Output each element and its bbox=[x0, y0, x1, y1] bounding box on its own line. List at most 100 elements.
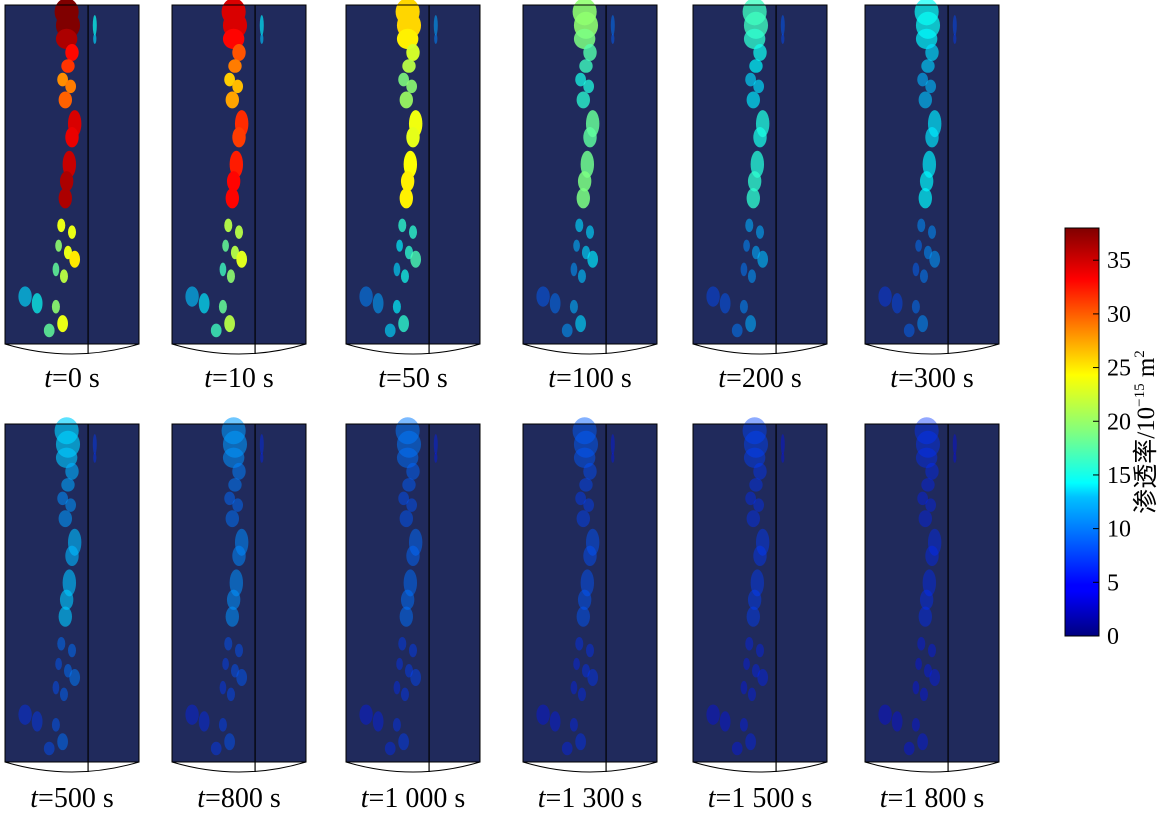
permeability-blob bbox=[750, 569, 765, 597]
time-label: t=10 s bbox=[204, 363, 273, 394]
permeability-blob bbox=[236, 669, 248, 686]
colorbar-tick-label: 25 bbox=[1107, 356, 1131, 382]
permeability-blob bbox=[569, 718, 578, 732]
time-value: =50 s bbox=[386, 363, 448, 394]
permeability-blob bbox=[579, 478, 593, 492]
permeability-blob bbox=[393, 262, 401, 277]
permeability-blob bbox=[65, 127, 79, 148]
permeability-blob bbox=[587, 250, 599, 268]
panel-7: t=500 s bbox=[4, 417, 140, 814]
permeability-blob bbox=[580, 150, 595, 178]
permeability-blob bbox=[569, 299, 578, 314]
panel-border bbox=[4, 4, 140, 345]
permeability-blob bbox=[236, 250, 248, 268]
panel-background bbox=[523, 424, 657, 762]
time-variable: t bbox=[548, 363, 557, 394]
permeability-blob bbox=[743, 657, 750, 671]
permeability-blob bbox=[925, 43, 939, 61]
colorbar-tick-label: 0 bbox=[1107, 624, 1119, 650]
panel-3: t=50 s bbox=[345, 0, 481, 394]
permeability-blob bbox=[434, 452, 438, 463]
cylinder-bottom-cap bbox=[171, 761, 307, 773]
permeability-blob bbox=[575, 218, 584, 233]
permeability-blob bbox=[399, 188, 413, 209]
permeability-blob bbox=[927, 643, 937, 658]
permeability-blob bbox=[570, 262, 578, 277]
permeability-blob bbox=[224, 733, 235, 751]
time-label: t=50 s bbox=[378, 363, 447, 394]
permeability-blob bbox=[917, 491, 928, 506]
permeability-blob bbox=[93, 33, 97, 44]
permeability-blob bbox=[392, 718, 401, 732]
permeability-blob bbox=[746, 510, 760, 528]
permeability-blob bbox=[406, 43, 420, 61]
permeability-blob bbox=[753, 462, 767, 480]
time-label: t=800 s bbox=[197, 783, 280, 814]
permeability-blob bbox=[585, 528, 600, 556]
permeability-blob bbox=[912, 262, 920, 277]
permeability-blob bbox=[69, 250, 81, 268]
permeability-blob bbox=[62, 569, 77, 597]
permeability-blob bbox=[536, 704, 550, 725]
time-value: =10 s bbox=[212, 363, 274, 394]
permeability-blob bbox=[891, 711, 903, 732]
permeability-blob bbox=[919, 269, 928, 283]
panel-border bbox=[345, 423, 481, 763]
permeability-blob bbox=[403, 569, 418, 597]
permeability-blob bbox=[740, 680, 748, 695]
permeability-blob bbox=[570, 680, 578, 695]
permeability-blob bbox=[576, 91, 590, 109]
permeability-blob bbox=[59, 589, 74, 610]
permeability-blob bbox=[746, 188, 760, 209]
permeability-blob bbox=[57, 733, 68, 751]
permeability-blob bbox=[576, 510, 590, 528]
permeability-blob bbox=[561, 741, 573, 756]
permeability-blob bbox=[400, 589, 415, 610]
permeability-blob bbox=[259, 434, 264, 455]
colorbar-title-unit-exponent: 2 bbox=[1132, 350, 1148, 358]
permeability-blob bbox=[918, 510, 932, 528]
cylinder-bottom-cap bbox=[692, 761, 828, 773]
permeability-blob bbox=[746, 91, 760, 109]
permeability-blob bbox=[210, 323, 222, 338]
permeability-blob bbox=[18, 704, 32, 725]
panels-group: t=0 s t=10 s t=50 s t=100 s t=200 s t=300 st=… bbox=[4, 0, 1000, 814]
permeability-blob bbox=[743, 430, 769, 458]
panel-6: t=300 s bbox=[864, 0, 1000, 394]
permeability-blob bbox=[398, 733, 409, 751]
permeability-blob bbox=[260, 33, 264, 44]
time-label: t=300 s bbox=[890, 363, 973, 394]
permeability-blob bbox=[198, 293, 210, 314]
permeability-blob bbox=[222, 447, 245, 468]
panel-5: t=200 s bbox=[692, 0, 828, 394]
permeability-blob bbox=[922, 150, 937, 178]
permeability-blob bbox=[18, 286, 32, 307]
permeability-blob bbox=[580, 569, 595, 597]
permeability-blob bbox=[583, 79, 595, 94]
permeability-blob bbox=[921, 478, 935, 492]
permeability-blob bbox=[55, 239, 62, 252]
permeability-blob bbox=[92, 434, 97, 455]
permeability-blob bbox=[917, 315, 928, 333]
permeability-blob bbox=[433, 15, 438, 36]
permeability-blob bbox=[400, 687, 409, 702]
time-value: =500 s bbox=[38, 783, 114, 814]
permeability-blob bbox=[396, 657, 403, 671]
permeability-blob bbox=[406, 545, 420, 566]
permeability-blob bbox=[561, 323, 573, 338]
time-label: t=500 s bbox=[30, 783, 113, 814]
permeability-blob bbox=[583, 43, 597, 61]
permeability-blob bbox=[210, 741, 222, 756]
permeability-blob bbox=[573, 239, 580, 252]
permeability-blob bbox=[185, 704, 199, 725]
cylinder-bottom-cap bbox=[864, 343, 1000, 355]
permeability-blob bbox=[925, 127, 939, 148]
permeability-blob bbox=[927, 225, 937, 239]
permeability-blob bbox=[919, 589, 934, 610]
permeability-blob bbox=[745, 636, 754, 651]
panel-border bbox=[171, 4, 307, 345]
permeability-blob bbox=[917, 636, 926, 651]
permeability-blob bbox=[739, 718, 748, 732]
colorbar-title-exponent: −15 bbox=[1132, 383, 1148, 406]
permeability-blob bbox=[224, 315, 235, 333]
